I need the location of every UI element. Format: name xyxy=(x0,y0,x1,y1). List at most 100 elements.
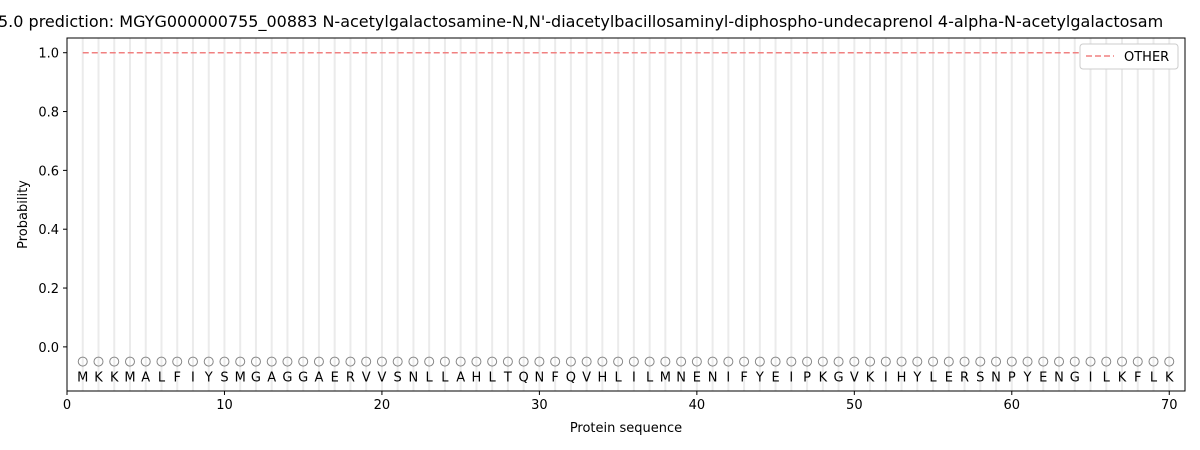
residue-label: A xyxy=(141,370,150,385)
residue-marker xyxy=(1069,356,1080,367)
y-tick-label: 0.2 xyxy=(38,282,59,297)
x-tick-label: 50 xyxy=(846,398,863,413)
residue-marker xyxy=(77,356,88,367)
residue-marker xyxy=(345,356,356,367)
residue-marker xyxy=(1006,356,1017,367)
residue-label: M xyxy=(77,370,88,385)
residue-marker xyxy=(93,356,104,367)
residue-marker xyxy=(1117,356,1128,367)
residue-label: E xyxy=(1039,370,1047,385)
residue-marker xyxy=(613,356,624,367)
residue-label: G xyxy=(282,370,292,385)
residue-label: Q xyxy=(519,370,529,385)
residue-marker xyxy=(770,356,781,367)
residue-label: R xyxy=(346,370,355,385)
residue-label: F xyxy=(740,370,747,385)
residue-marker xyxy=(266,356,277,367)
residue-marker xyxy=(817,356,828,367)
residue-marker xyxy=(534,356,545,367)
residue-marker xyxy=(943,356,954,367)
residue-label: L xyxy=(615,370,623,385)
y-tick-label: 1.0 xyxy=(38,47,59,62)
residue-label: H xyxy=(897,370,907,385)
residue-label: I xyxy=(884,370,888,385)
residue-marker xyxy=(644,356,655,367)
y-axis-label: Probability xyxy=(16,180,31,249)
residue-marker xyxy=(124,356,135,367)
residue-marker xyxy=(487,356,498,367)
residue-label: P xyxy=(1008,370,1016,385)
residue-marker xyxy=(581,356,592,367)
residue-marker xyxy=(1022,356,1033,367)
residue-marker xyxy=(928,356,939,367)
residue-label: I xyxy=(789,370,793,385)
residue-marker xyxy=(424,356,435,367)
residue-label: M xyxy=(235,370,246,385)
residue-marker xyxy=(786,356,797,367)
residue-label: Y xyxy=(204,370,213,385)
residue-label: A xyxy=(456,370,465,385)
residue-marker xyxy=(455,356,466,367)
x-tick-label: 70 xyxy=(1161,398,1178,413)
residue-label: M xyxy=(124,370,135,385)
residue-marker xyxy=(172,356,183,367)
x-tick-label: 30 xyxy=(531,398,548,413)
residue-marker xyxy=(187,356,198,367)
residue-label: E xyxy=(331,370,339,385)
y-tick-label: 0.4 xyxy=(38,223,59,238)
residue-marker xyxy=(739,356,750,367)
chart-title: 5.0 prediction: MGYG000000755_00883 N-ac… xyxy=(0,12,1164,31)
residue-label: G xyxy=(298,370,308,385)
x-tick-label: 60 xyxy=(1004,398,1021,413)
legend-other-label: OTHER xyxy=(1124,50,1169,65)
residue-label: V xyxy=(850,370,859,385)
residue-label: K xyxy=(110,370,119,385)
residue-marker xyxy=(471,356,482,367)
residue-marker xyxy=(849,356,860,367)
residue-label: Y xyxy=(1023,370,1032,385)
residue-marker xyxy=(991,356,1002,367)
residue-marker xyxy=(439,356,450,367)
residue-label: Y xyxy=(912,370,921,385)
residue-marker xyxy=(408,356,419,367)
residue-label: K xyxy=(94,370,103,385)
residue-label: E xyxy=(945,370,953,385)
y-tick-label: 0.6 xyxy=(38,164,59,179)
residue-label: I xyxy=(191,370,195,385)
residue-label: K xyxy=(1118,370,1127,385)
residue-label: L xyxy=(646,370,654,385)
residue-label: I xyxy=(726,370,730,385)
residue-label: G xyxy=(834,370,844,385)
legend-box xyxy=(1079,43,1179,70)
residue-label: S xyxy=(976,370,984,385)
residue-marker xyxy=(550,356,561,367)
y-tick-label: 0.0 xyxy=(38,341,59,356)
residue-label: N xyxy=(708,370,718,385)
x-tick-label: 10 xyxy=(216,398,233,413)
residue-marker xyxy=(754,356,765,367)
residue-marker xyxy=(880,356,891,367)
residue-label: F xyxy=(173,370,180,385)
residue-label: L xyxy=(1150,370,1158,385)
residue-label: N xyxy=(535,370,545,385)
residue-marker xyxy=(156,356,167,367)
residue-label: I xyxy=(632,370,636,385)
residue-label: L xyxy=(929,370,937,385)
residue-label: E xyxy=(771,370,779,385)
y-tick-label: 0.8 xyxy=(38,106,59,121)
x-axis-label: Protein sequence xyxy=(570,421,682,436)
residue-marker xyxy=(597,356,608,367)
residue-marker xyxy=(691,356,702,367)
residue-label: K xyxy=(1165,370,1174,385)
residue-label: M xyxy=(660,370,671,385)
residue-label: G xyxy=(251,370,261,385)
residue-label: E xyxy=(693,370,701,385)
residue-label: T xyxy=(503,370,512,385)
residue-label: N xyxy=(409,370,419,385)
residue-marker xyxy=(1054,356,1065,367)
residue-label: L xyxy=(1103,370,1111,385)
residue-label: V xyxy=(582,370,591,385)
residue-marker xyxy=(313,356,324,367)
x-tick-label: 0 xyxy=(63,398,71,413)
